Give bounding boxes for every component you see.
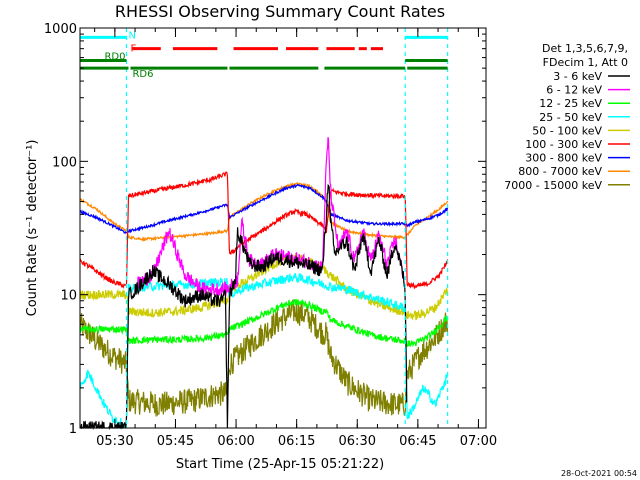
legend-header-1: FDecim 1, Att 0 [543,56,628,69]
series-line-6 [79,183,449,235]
legend-label-6: 300 - 800 keV [525,152,602,165]
series-layer [79,137,449,431]
series-line-2 [79,298,449,348]
y-tick-label-3: 1000 [44,22,77,37]
flags-layer: NF RD0 RD6 [80,28,449,428]
x-tick-label-4: 06:30 [339,434,376,449]
x-tick-label-3: 06:15 [278,434,315,449]
legend-label-2: 12 - 25 keV [539,97,602,110]
legend-label-3: 25 - 50 keV [539,111,602,124]
legend-label-0: 3 - 6 keV [553,70,602,83]
series-line-7 [79,181,449,242]
series-line-5 [79,171,449,289]
y-axis-label: Count Rate (s⁻¹ detector⁻¹) [25,140,40,317]
y-tick-label-0: 1 [69,422,77,437]
legend-header-0: Det 1,3,5,6,7,9, [542,42,628,55]
series-line-0 [80,183,408,431]
series-line-8 [79,299,449,417]
flag-label-1: F [130,44,136,55]
axes-layer: 1 10 100 1000 05:30 05:45 06:00 06:15 06:30 06:45… [44,22,497,449]
legend-label-7: 800 - 7000 keV [518,165,602,178]
x-tick-label-0: 05:30 [96,434,133,449]
legend-label-4: 50 - 100 keV [532,124,602,137]
flag-label-0: N [128,30,135,41]
x-tick-label-6: 07:00 [460,434,497,449]
legend-label-1: 6 - 12 keV [546,84,602,97]
y-tick-label-1: 10 [60,289,77,304]
legend: Det 1,3,5,6,7,9,FDecim 1, Att 03 - 6 keV… [504,42,630,192]
flag-label-3: RD6 [132,69,153,80]
chart-title: RHESSI Observing Summary Count Rates [115,2,445,21]
plot-frame [79,27,487,429]
x-tick-label-5: 06:45 [399,434,436,449]
x-axis-label: Start Time (25-Apr-15 05:21:22) [176,457,384,472]
legend-label-5: 100 - 300 keV [525,138,602,151]
footer-timestamp: 28-Oct-2021 00:54 [561,469,637,478]
x-tick-label-2: 06:00 [217,434,254,449]
flag-label-2: RD0 [104,52,125,63]
legend-label-8: 7000 - 15000 keV [504,179,602,192]
x-tick-label-1: 05:45 [157,434,194,449]
y-tick-label-2: 100 [52,155,77,170]
